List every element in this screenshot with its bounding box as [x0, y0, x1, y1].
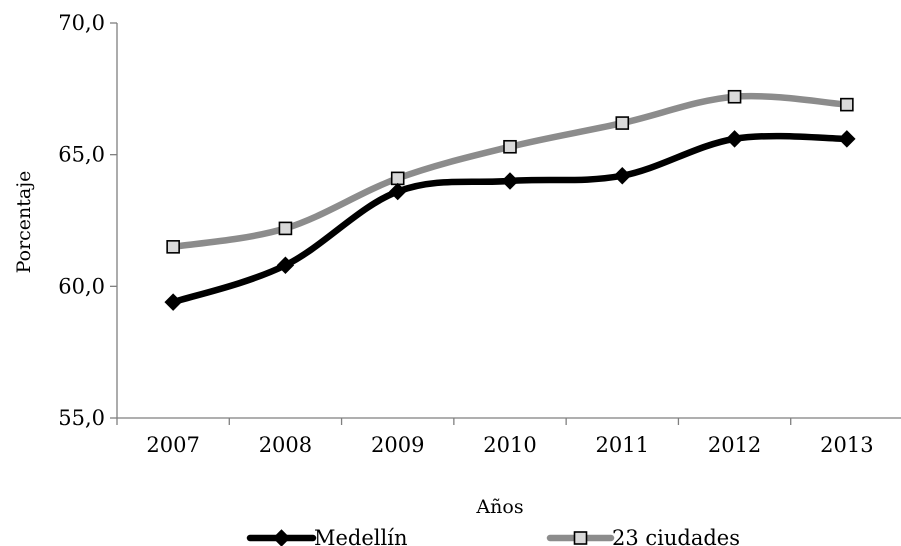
x-tick-label: 2008 [259, 433, 312, 457]
y-axis-title: Porcentaje [13, 171, 35, 274]
x-axis: 2007 2008 2009 2010 2011 2012 2013 [116, 417, 901, 457]
x-axis-title: Años [475, 496, 523, 518]
legend-item: 23 ciudades [546, 526, 740, 546]
legend-marker [272, 529, 291, 546]
y-axis: 55,0 60,0 65,0 70,0 [58, 11, 118, 430]
y-tick-label: 70,0 [58, 11, 105, 35]
data-point-square [503, 139, 517, 154]
data-point-square [615, 116, 630, 130]
legend-item: Medellín [246, 526, 407, 546]
data-point-diamond [501, 172, 519, 190]
legend-label: Medellín [314, 526, 407, 546]
data-point-square [390, 171, 405, 186]
legend-label: 23 ciudades [612, 526, 740, 546]
series-23-ciudades [166, 89, 854, 254]
data-point-diamond [838, 130, 856, 148]
legend: Medellín 23 ciudades [246, 526, 740, 546]
data-point-square [727, 89, 742, 104]
series-line [169, 132, 851, 306]
y-tick-label: 65,0 [58, 143, 105, 167]
y-tick-label: 55,0 [58, 406, 105, 430]
x-tick-label: 2010 [483, 433, 536, 457]
y-tick-label: 60,0 [58, 274, 105, 298]
data-point-diamond [725, 130, 744, 148]
x-tick-label: 2007 [146, 433, 199, 457]
data-point-square [278, 221, 293, 236]
data-point-diamond [276, 256, 295, 274]
x-tick-label: 2011 [596, 433, 649, 457]
x-tick-label: 2013 [820, 433, 873, 457]
series-layer [164, 89, 856, 311]
data-point-diamond [164, 293, 182, 311]
x-tick-label: 2009 [371, 433, 424, 457]
data-point-square [166, 240, 180, 254]
legend-marker [573, 531, 588, 545]
series-line [169, 92, 851, 251]
x-tick-label: 2012 [708, 433, 761, 457]
series-medellin [164, 130, 856, 311]
data-point-diamond [389, 182, 407, 201]
data-point-square [840, 97, 854, 112]
data-point-diamond [613, 167, 631, 185]
